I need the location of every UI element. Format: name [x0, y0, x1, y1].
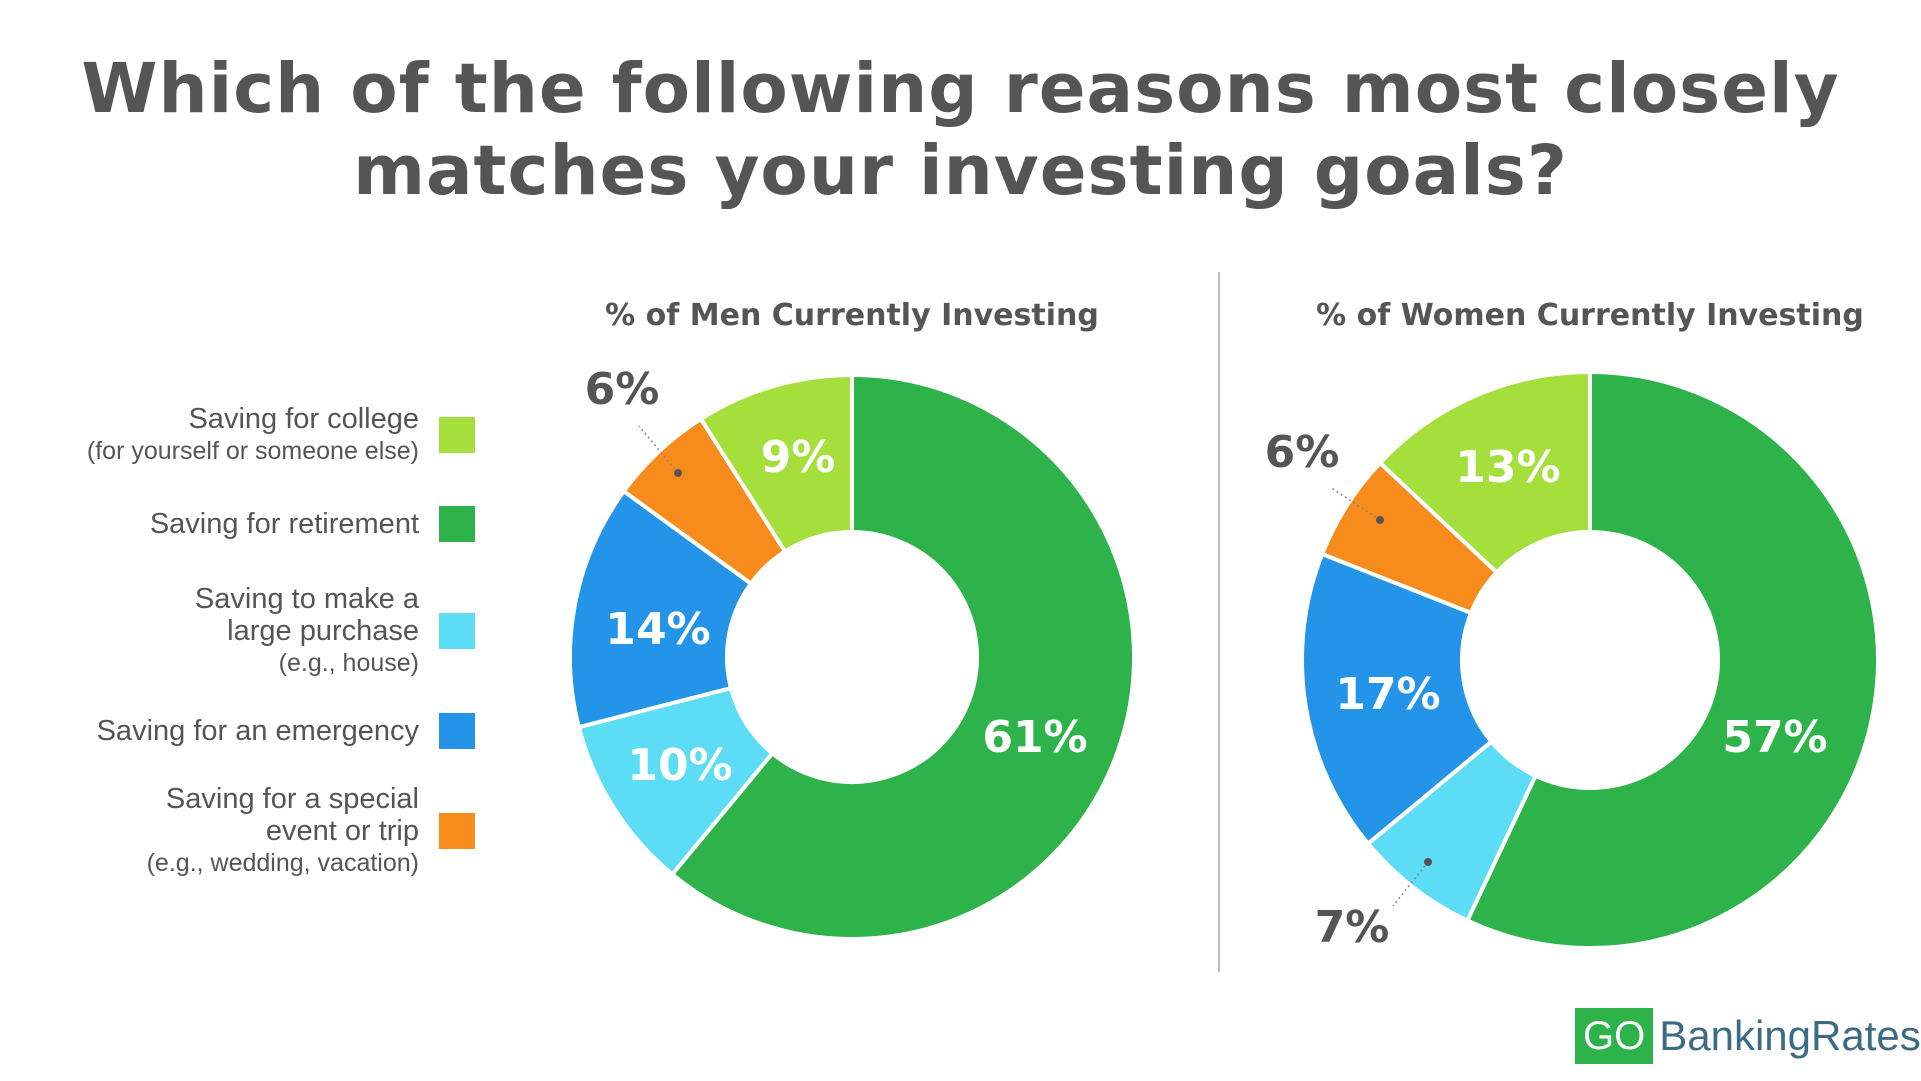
- donut-slice-0-4: [698, 372, 854, 555]
- data-label-1-1: 7%: [1315, 902, 1390, 953]
- data-label-1-3: 6%: [1265, 427, 1340, 478]
- legend-item-retirement: Saving for retirement: [150, 506, 475, 542]
- logo-go-mark: GO: [1575, 1008, 1654, 1064]
- legend-swatch-event: [439, 813, 475, 849]
- legend-item-emergency: Saving for an emergency: [97, 713, 475, 749]
- legend-item-event: Saving for a special event or trip (e.g., …: [147, 783, 475, 879]
- title-line-2: matches your investing goals?: [353, 131, 1568, 211]
- data-label-0-4: 9%: [761, 432, 836, 483]
- donut-slice-1-0: [1464, 369, 1881, 950]
- chart-subtitle-0: % of Men Currently Investing: [605, 298, 1099, 333]
- leader-line-0-3: [638, 425, 679, 474]
- legend-swatch-purchase: [439, 613, 475, 649]
- data-label-1-2: 17%: [1335, 669, 1440, 720]
- leader-line-1-1: [1392, 861, 1429, 907]
- legend-swatch-retirement: [439, 506, 475, 542]
- legend-item-purchase: Saving to make a large purchase (e.g., hou…: [195, 583, 475, 679]
- legend-item-college: Saving for college (for yourself or someo…: [87, 403, 475, 467]
- legend-swatch-emergency: [439, 713, 475, 749]
- chart-divider: [1218, 272, 1220, 972]
- donut-slice-0-0: [669, 372, 1136, 941]
- data-label-1-4: 13%: [1455, 442, 1560, 493]
- leader-dot-0-3: [674, 469, 682, 477]
- chart-subtitle-1: % of Women Currently Investing: [1316, 298, 1864, 333]
- donut-slice-1-2: [1300, 551, 1495, 847]
- chart-title: Which of the following reasons most clos…: [0, 48, 1921, 212]
- data-label-1-0: 57%: [1722, 712, 1827, 763]
- leader-dot-1-1: [1424, 858, 1432, 866]
- legend-swatch-college: [439, 417, 475, 453]
- legend-label-event: Saving for a special event or trip (e.g., …: [146, 783, 419, 877]
- gobankingrates-logo: GO BankingRates: [1575, 1008, 1921, 1064]
- legend-label-purchase: Saving to make a large purchase (e.g., hou…: [194, 583, 419, 677]
- donut-slice-1-4: [1377, 369, 1592, 576]
- data-label-0-3: 6%: [585, 364, 660, 415]
- data-label-0-2: 14%: [605, 604, 710, 655]
- donut-slice-0-2: [568, 488, 754, 730]
- legend-label-college: Saving for college (for yourself or someo…: [86, 403, 419, 465]
- legend-label-emergency: Saving for an emergency: [96, 715, 419, 747]
- title-line-1: Which of the following reasons most clos…: [81, 49, 1840, 129]
- legend-label-retirement: Saving for retirement: [149, 508, 419, 540]
- data-label-0-1: 10%: [627, 740, 732, 791]
- logo-wordmark: BankingRates: [1659, 1012, 1921, 1059]
- data-label-0-0: 61%: [982, 712, 1087, 763]
- leader-dot-1-3: [1376, 516, 1384, 524]
